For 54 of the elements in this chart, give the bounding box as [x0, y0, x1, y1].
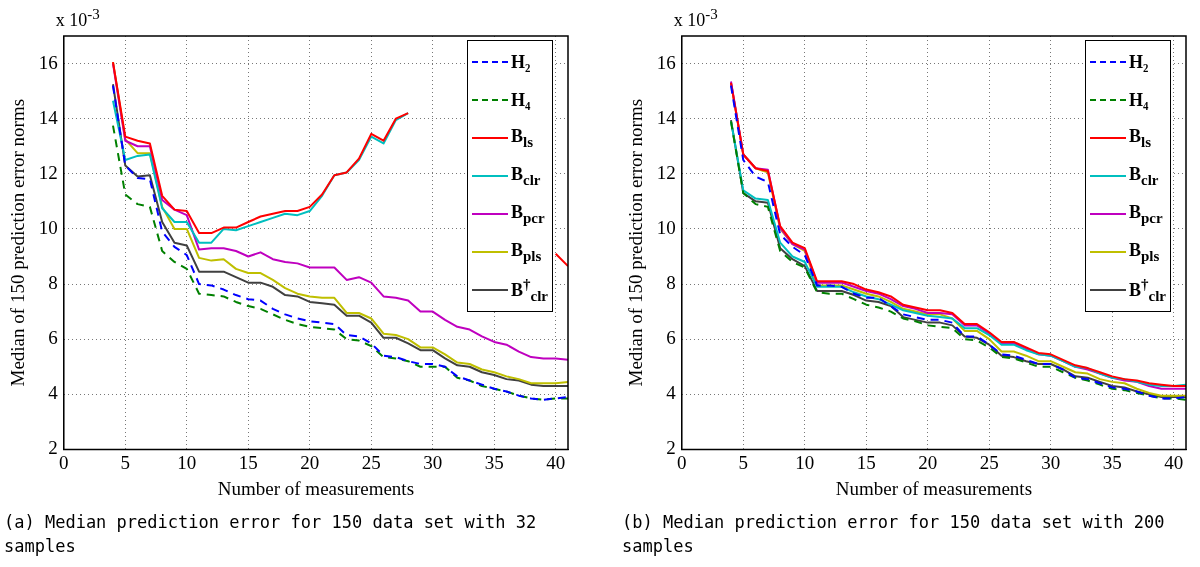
- y-tick-label: 16: [38, 51, 58, 73]
- x-tick-label: 5: [120, 451, 131, 473]
- y-tick-label: 8: [48, 272, 58, 294]
- y-axis-title: Median of 150 prediction error norms: [625, 98, 647, 387]
- text: (b) Median prediction error for 150 data set with 200 samples: [622, 511, 1166, 558]
- x-tick-label: 35: [484, 451, 504, 473]
- y-axis-title: Median of 150 prediction error norms: [7, 98, 29, 387]
- x-tick-label: 25: [979, 451, 999, 473]
- x-axis-title: Number of measurements: [217, 477, 415, 499]
- legend-label: B$_{pcr}$: [1129, 201, 1163, 227]
- y-tick-label: 4: [666, 382, 677, 404]
- y-tick-label: 2: [48, 437, 58, 459]
- x-tick-label: 0: [59, 451, 69, 473]
- x-tick-label: 0: [677, 451, 687, 473]
- y-tick-label: 4: [48, 382, 59, 404]
- x-tick-label: 10: [177, 451, 197, 473]
- y-tick-label: 10: [656, 216, 676, 238]
- legend-label: H₂: [1129, 51, 1149, 73]
- y-tick-label: 14: [656, 106, 677, 128]
- y-tick-label: 16: [656, 51, 676, 73]
- x-tick-label: 30: [1041, 451, 1061, 473]
- legend-label: B$_{ls}$: [1129, 125, 1152, 151]
- y-tick-label: 8: [666, 272, 676, 294]
- x-tick-label: 40: [546, 451, 566, 473]
- y-tick-label: 12: [656, 161, 676, 183]
- legend-label: H₄: [511, 89, 531, 111]
- legend-label: H₄: [1129, 89, 1149, 111]
- x-tick-label: 20: [300, 451, 320, 473]
- text: x 10$^{-3}$: [55, 6, 100, 31]
- x-tick-label: 5: [738, 451, 749, 473]
- x-tick-label: 10: [795, 451, 815, 473]
- legend-label: B$_{ls}$: [511, 125, 534, 151]
- y-tick-label: 10: [38, 216, 58, 238]
- text: (a) Median prediction error for 150 data set with 32 samples: [4, 511, 538, 558]
- legend-label: H₂: [511, 51, 531, 73]
- legend-label: B$_{pls}$: [1129, 239, 1160, 265]
- x-tick-label: 30: [423, 451, 443, 473]
- y-tick-label: 6: [48, 327, 58, 349]
- y-tick-label: 2: [666, 437, 676, 459]
- x-tick-label: 35: [1102, 451, 1122, 473]
- legend-label: B$_{pcr}$: [511, 201, 545, 227]
- x-tick-label: 25: [361, 451, 381, 473]
- legend-label: B$_{pls}$: [511, 239, 542, 265]
- x-tick-label: 15: [856, 451, 876, 473]
- x-tick-label: 20: [918, 451, 938, 473]
- legend-label: B$_{clr}$: [1129, 163, 1159, 189]
- legend-label: B$_{clr}$: [511, 163, 541, 189]
- x-tick-label: 15: [238, 451, 258, 473]
- y-tick-label: 12: [38, 161, 58, 183]
- y-tick-label: 6: [666, 327, 676, 349]
- y-tick-label: 14: [38, 106, 59, 128]
- x-tick-label: 40: [1164, 451, 1184, 473]
- x-axis-title: Number of measurements: [835, 477, 1033, 499]
- text: x 10$^{-3}$: [673, 6, 718, 31]
